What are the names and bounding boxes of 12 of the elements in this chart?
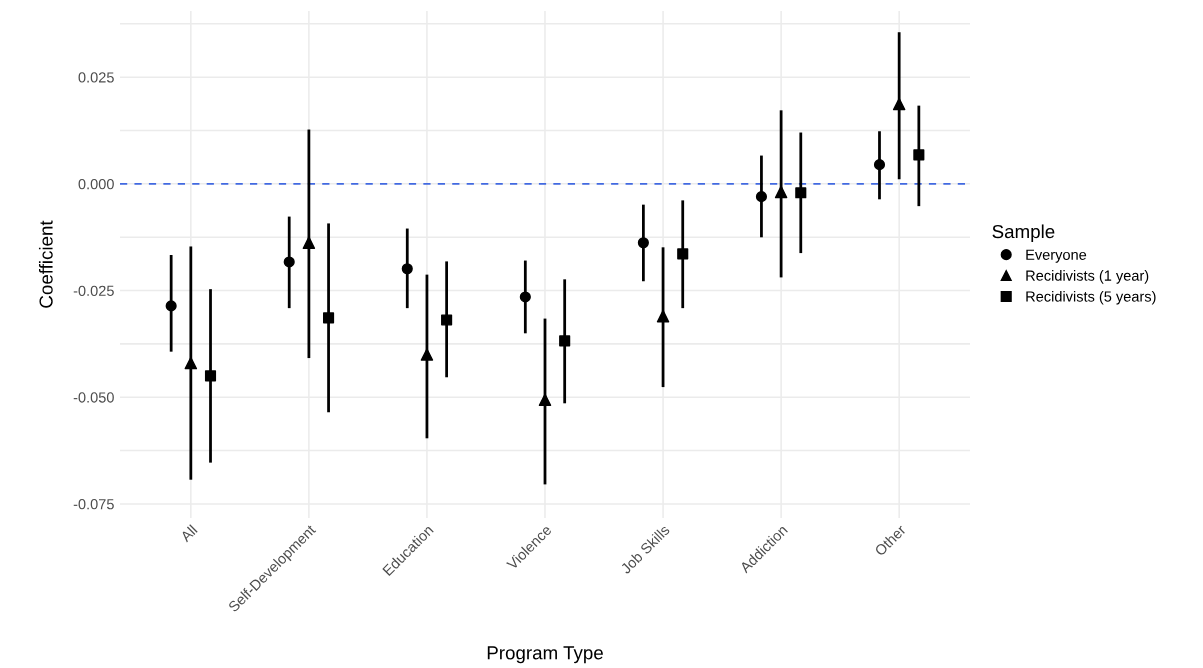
y-tick-label: -0.050 [73, 392, 114, 403]
y-tick-label: 0.000 [78, 178, 114, 190]
y-axis-title: Coefficient [38, 220, 53, 308]
y-tick-label: -0.025 [73, 285, 114, 296]
legend-title: Sample [992, 224, 1055, 242]
legend-label: Everyone [1026, 249, 1087, 263]
y-tick-label: -0.075 [73, 499, 114, 510]
x-axis-title: Program Type [487, 646, 603, 664]
legend-label: Recidivists (5 years) [1026, 290, 1156, 305]
legend-label: Recidivists (1 year) [1026, 270, 1149, 284]
x-tick-label: All [179, 524, 198, 543]
y-tick-label: 0.025 [78, 72, 114, 83]
